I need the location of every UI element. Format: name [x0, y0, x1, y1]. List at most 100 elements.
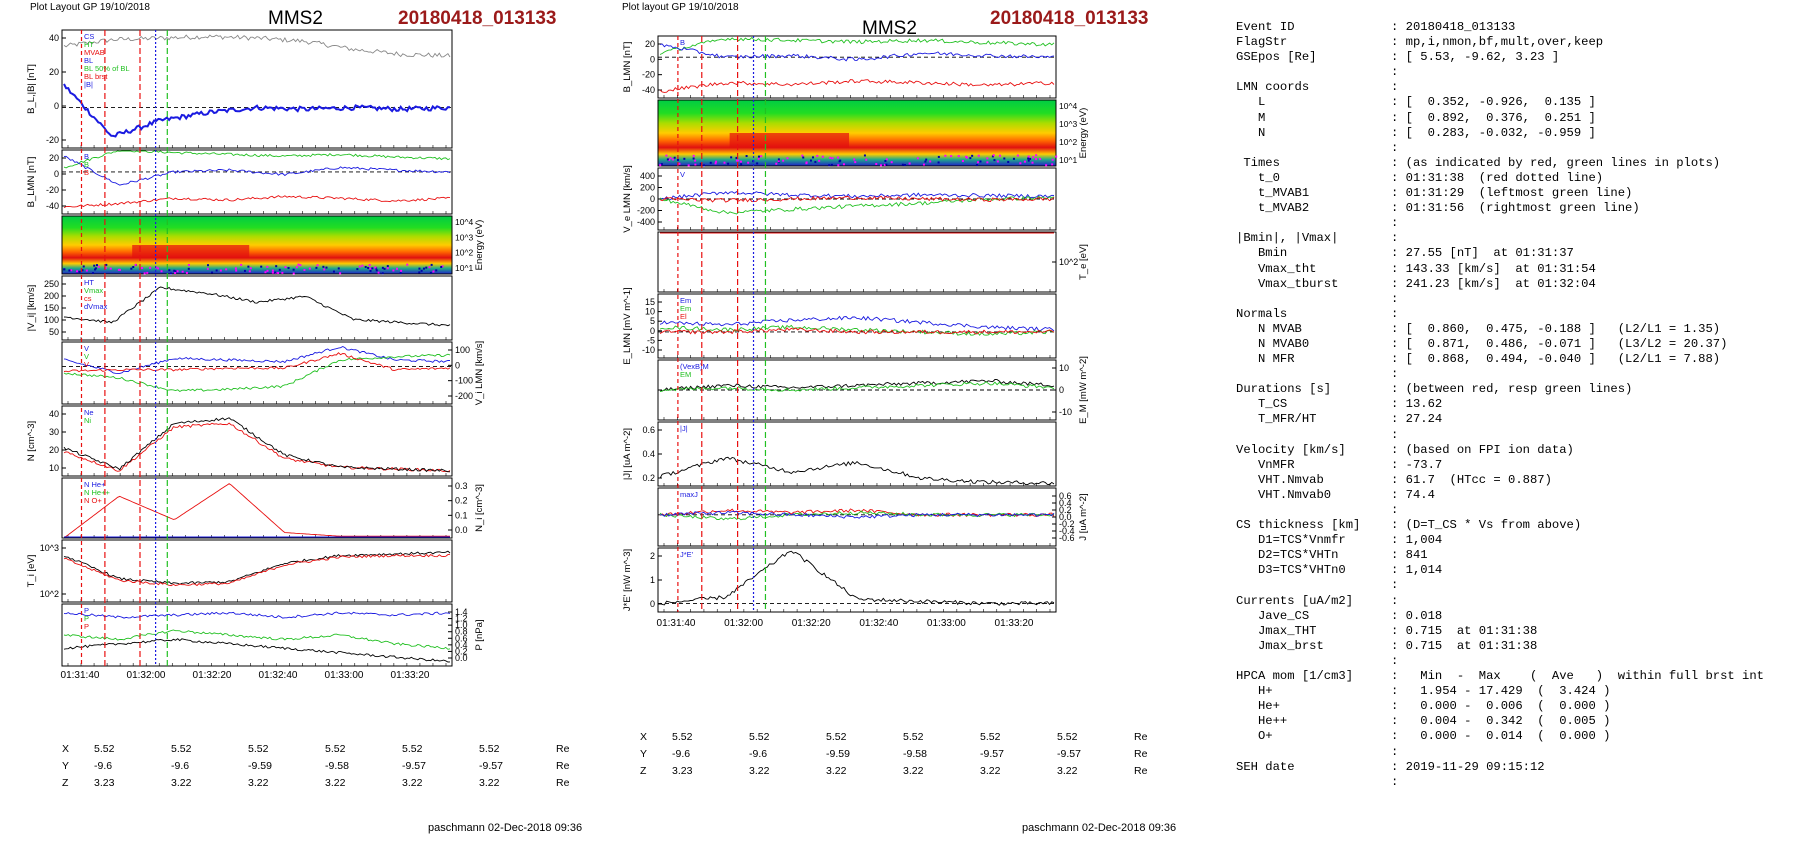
speckle	[999, 154, 1002, 157]
speckle	[703, 164, 706, 167]
coord-label: Z	[640, 764, 647, 777]
legend-entry: (VexB)M	[680, 362, 709, 371]
y-tick-label: 250	[44, 279, 59, 289]
y-axis-label: J [uA m^-2]	[1078, 493, 1089, 540]
coord-value: 5.52	[749, 730, 770, 743]
y-tick-label: 0.4	[1059, 498, 1072, 508]
info-row: T_MFR/HT: 27.24	[1236, 412, 1796, 427]
info-value: : [ 0.860, 0.475, -0.188 ] (L2/L1 = 1.35…	[1391, 321, 1721, 336]
hot-band	[132, 245, 250, 258]
speckle	[802, 156, 805, 159]
panel-frame	[657, 547, 1057, 613]
speckle	[181, 270, 184, 273]
time-axis: 01:31:40 01:32:00 01:32:20 01:32:40 01:33:00…	[61, 670, 430, 681]
speckle	[274, 271, 277, 274]
info-row: Bmin: 27.55 [nT] at 01:31:37	[1236, 246, 1796, 261]
legend-entry: MVAB	[84, 48, 105, 57]
speckle	[986, 157, 989, 160]
y-tick-label: 0.8	[455, 627, 468, 637]
y-tick-label: 20	[49, 445, 59, 455]
speckle	[837, 156, 840, 159]
speckle	[818, 159, 821, 162]
speckle	[969, 157, 972, 160]
speckle	[786, 157, 789, 160]
speckle	[432, 270, 435, 273]
info-row: :	[1236, 578, 1796, 593]
speckle	[760, 155, 763, 158]
coord-value: -9.58	[903, 747, 927, 760]
info-value: : mp,i,nmon,bf,mult,over,keep	[1391, 35, 1604, 50]
info-row: :	[1236, 367, 1796, 382]
speckle	[381, 266, 384, 269]
coord-value: 3.23	[94, 776, 115, 789]
spectrogram	[657, 99, 1057, 167]
coord-value: 3.22	[1057, 764, 1078, 777]
info-row: D2=TCS*VHTn: 841	[1236, 548, 1796, 563]
info-value: : 241.23 [km/s] at 01:32:04	[1391, 276, 1596, 291]
info-key: H+	[1236, 684, 1273, 699]
speckle	[185, 271, 188, 274]
speckle	[248, 270, 251, 273]
y-tick-label: -200	[455, 391, 473, 401]
y-tick-label: 20	[49, 67, 59, 77]
y-axis-label: N [cm^-3]	[26, 421, 37, 461]
panel-vi-lmn: 100 0 -100 -200 V_i LMN [km/s] VVV	[61, 341, 485, 405]
y-tick-label: -100	[455, 376, 473, 386]
info-value: : 1.954 - 17.429 ( 3.424 )	[1391, 684, 1611, 699]
speckle	[356, 268, 359, 271]
info-key: T_CS	[1236, 397, 1288, 412]
panel-ion-energy-spectrogram: 10^4 10^3 10^2 10^1 Energy (eV)	[61, 215, 485, 275]
info-row: Jmax_brst: 0.715 at 01:31:38	[1236, 639, 1796, 654]
info-row: He++: 0.004 - 0.342 ( 0.005 )	[1236, 714, 1796, 729]
coord-value: -9.57	[1057, 747, 1081, 760]
speckle	[400, 269, 403, 272]
speckle	[297, 263, 300, 266]
coord-unit: Re	[1134, 747, 1148, 760]
speckle	[93, 264, 96, 267]
speckle	[104, 266, 107, 269]
speckle	[395, 267, 398, 270]
speckle	[78, 270, 81, 273]
info-key: M	[1236, 110, 1266, 125]
coord-value: 3.22	[171, 776, 192, 789]
info-key: t_0	[1236, 170, 1280, 185]
legend-entry: P	[84, 622, 89, 631]
time-tick-label: 01:32:40	[859, 618, 898, 629]
speckle	[284, 266, 287, 269]
speckle	[316, 264, 319, 267]
speckle	[94, 267, 97, 270]
speckle	[1027, 157, 1030, 160]
y-axis-label: V_e LMN [km/s]	[622, 165, 633, 233]
y-tick-label: 20	[49, 153, 59, 163]
speckle	[422, 267, 425, 270]
speckle	[425, 266, 428, 269]
info-row: SEH date: 2019-11-29 09:15:12	[1236, 760, 1796, 775]
series-line	[659, 456, 1055, 486]
coord-value: -9.6	[171, 759, 190, 772]
y-tick-label: -20	[46, 185, 59, 195]
info-row: HPCA mom [1/cm3]: Min - Max ( Ave ) with…	[1236, 669, 1796, 684]
series-line	[63, 150, 451, 169]
coord-label: Y	[62, 759, 70, 772]
series-line	[659, 195, 1055, 203]
y-tick-label: -10	[1059, 407, 1072, 417]
coord-value: 3.23	[672, 764, 693, 777]
info-row: LMN coords:	[1236, 80, 1796, 95]
info-row: Velocity [km/s]: (based on FPI ion data)	[1236, 443, 1796, 458]
spectrogram	[61, 215, 453, 275]
coord-value: 5.52	[94, 742, 115, 755]
info-value: :	[1391, 503, 1406, 517]
coord-value: 5.52	[980, 730, 1001, 743]
series-line	[63, 553, 451, 587]
info-value: : 1,004	[1391, 533, 1443, 548]
speckle	[337, 267, 340, 270]
speckle	[883, 163, 886, 166]
speckle	[992, 154, 995, 157]
y-tick-label: 10^4	[455, 217, 473, 227]
speckle	[240, 263, 243, 266]
speckle	[757, 155, 760, 158]
info-value: : 01:31:38 (red dotted line)	[1391, 170, 1604, 185]
info-row: :	[1236, 428, 1796, 443]
y-axis-label: Energy (eV)	[1078, 108, 1089, 159]
